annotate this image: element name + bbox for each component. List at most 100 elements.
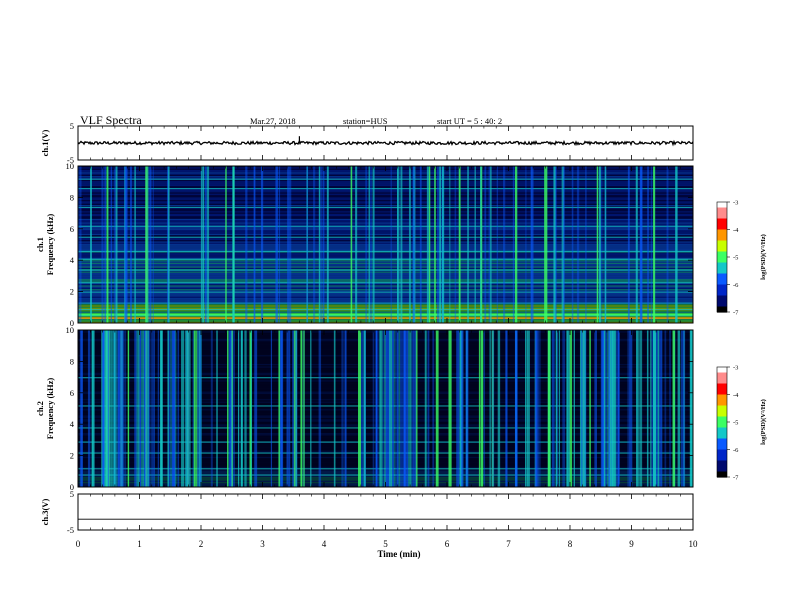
sferic-column (306, 166, 309, 323)
sferic-column (664, 330, 667, 487)
sferic-column (428, 166, 431, 323)
burst-column (396, 330, 399, 487)
spectral-band (78, 189, 693, 192)
colorbar-segment (717, 246, 727, 249)
spectral-band (78, 255, 693, 257)
burst-column (167, 330, 169, 487)
sferic-column (424, 330, 427, 487)
spectral-band (78, 295, 693, 297)
colorbar-segment (717, 224, 727, 227)
sferic-column (458, 166, 461, 323)
colorbar-tick-label: -4 (733, 227, 739, 234)
burst-column (170, 330, 172, 487)
y-tick-label: 10 (66, 325, 75, 335)
y-axis-label: Frequency (kHz) (45, 214, 55, 276)
sferic-column (237, 330, 240, 487)
sferic-column (80, 330, 83, 487)
x-axis-label: Time (min) (377, 549, 420, 559)
sferic-column (231, 330, 233, 487)
colorbar-segment (717, 260, 727, 264)
sferic-column (157, 330, 160, 487)
x-tick-label: 1 (137, 539, 142, 549)
sferic-column (293, 330, 297, 487)
colorbar-segment (717, 291, 727, 295)
colorbar-segment (717, 258, 727, 262)
sferic-column (358, 330, 361, 487)
colorbar-segment (717, 444, 727, 447)
spectral-band (78, 214, 693, 217)
spectral-band (78, 310, 693, 312)
spectral-band (78, 172, 693, 174)
sferic-column (448, 330, 452, 487)
ch2-colorbar: -3 -4 -5 -6 -7 log(PSD)(V²/Hz) (716, 365, 767, 482)
sferic-column (558, 330, 560, 487)
burst-column (405, 330, 407, 487)
spectral-band (78, 173, 693, 175)
sferic-column (467, 166, 469, 323)
x-tick-label: 5 (383, 539, 388, 549)
spectral-band (78, 222, 693, 224)
colorbar-segment (717, 383, 727, 386)
spectral-band (78, 247, 693, 249)
sferic-column (551, 330, 555, 487)
spectral-band (78, 316, 693, 318)
sferic-column (361, 330, 365, 487)
sferic-column (640, 166, 642, 323)
sferic-column (79, 166, 82, 323)
sferic-column (636, 330, 639, 487)
sferic-column (78, 166, 80, 323)
sferic-column (480, 166, 482, 323)
sferic-column (295, 330, 298, 487)
colorbar-segment (717, 427, 727, 430)
colorbar-segment (717, 401, 727, 405)
sferic-column (368, 166, 370, 323)
sferic-column (653, 166, 656, 323)
sferic-column (303, 330, 305, 487)
colorbar-segment (717, 416, 727, 419)
colorbar-segment (717, 295, 727, 298)
ch2-spectrogram-panel: 0 2 4 6 8 10 ch.2 Frequency (kHz) (35, 325, 694, 492)
sferic-column (177, 330, 179, 487)
sferic-column (604, 166, 607, 323)
colorbar-segment (717, 202, 727, 205)
spectral-line (78, 291, 693, 293)
colorbar-segment (717, 471, 727, 474)
y-axis-label: Frequency (kHz) (45, 378, 55, 440)
sferic-column (181, 330, 185, 487)
sferic-column (650, 166, 653, 323)
sferic-column (125, 166, 128, 323)
sferic-column (672, 330, 676, 487)
burst-column (122, 330, 125, 487)
sferic-column (199, 330, 202, 487)
burst-column (114, 330, 116, 487)
sferic-column (400, 166, 403, 323)
colorbar-segment (717, 290, 727, 293)
burst-column (384, 330, 386, 487)
sferic-column (627, 330, 631, 487)
y-tick-label: 0 (70, 318, 74, 328)
colorbar-segment (717, 434, 727, 438)
colorbar-label: log(PSD)(V²/Hz) (760, 399, 767, 445)
spectral-band (78, 280, 693, 282)
sferic-column (185, 330, 188, 487)
burst-column (608, 330, 611, 487)
sferic-column (232, 330, 235, 487)
sferic-column (539, 330, 541, 487)
sferic-column (489, 330, 491, 487)
colorbar-segment (717, 277, 727, 280)
spectral-band (78, 265, 693, 267)
spectral-band (78, 211, 693, 213)
colorbar-segment (717, 231, 727, 234)
spectral-band (78, 177, 693, 179)
sferic-column (254, 330, 258, 487)
sferic-column (227, 330, 229, 487)
burst-column (611, 330, 614, 487)
colorbar-segment (717, 225, 727, 229)
sferic-column (244, 330, 247, 487)
colorbar-tick-label: -7 (733, 310, 739, 317)
colorbar-segment (717, 411, 727, 414)
colorbar-segment (717, 449, 727, 452)
colorbar-segment (717, 236, 727, 240)
spectral-band (78, 248, 693, 251)
colorbar-segment (717, 422, 727, 425)
